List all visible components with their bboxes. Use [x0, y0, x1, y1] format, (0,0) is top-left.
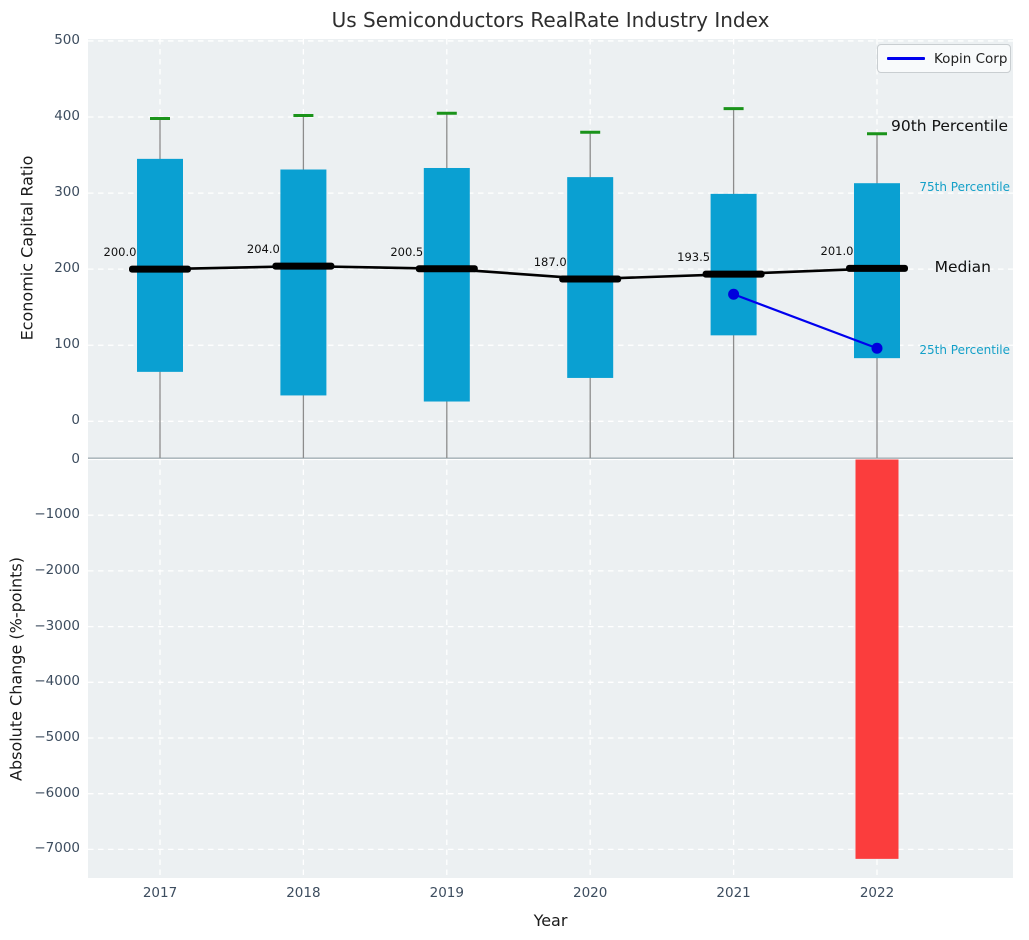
median-value-label-2018: 204.0	[246, 242, 280, 257]
xtick-2020: 2020	[573, 885, 608, 901]
ytick-bottom-−5000: −5000	[34, 729, 80, 745]
xtick-2021: 2021	[716, 885, 751, 901]
ytick-bottom-0: 0	[71, 450, 80, 467]
bar-2022	[855, 459, 899, 859]
median-marker-2017	[129, 265, 191, 273]
annotation-75th-percentile: 75th Percentile	[919, 179, 1010, 194]
kopin-point-2022	[871, 342, 883, 354]
ytick-top-100: 100	[54, 336, 80, 353]
median-value-label-2020: 187.0	[533, 255, 567, 270]
ytick-bottom-−6000: −6000	[34, 784, 80, 801]
ytick-bottom-−7000: −7000	[34, 840, 80, 857]
chart-title: Us Semiconductors RealRate Industry Inde…	[331, 8, 770, 32]
xtick-2018: 2018	[286, 885, 321, 901]
ytick-bottom-−3000: −3000	[34, 617, 80, 634]
median-line	[159, 264, 878, 281]
median-marker-2019	[415, 265, 478, 273]
ytick-top-300: 300	[54, 184, 80, 201]
top-y-axis-label: Economic Capital Ratio	[17, 155, 37, 341]
ytick-bottom-−1000: −1000	[34, 506, 80, 523]
legend-label: Kopin Corp	[934, 50, 1008, 67]
annotation-25th-percentile: 25th Percentile	[919, 343, 1010, 358]
ytick-bottom-−4000: −4000	[34, 673, 80, 690]
ytick-bottom-−2000: −2000	[34, 561, 80, 578]
box-2018	[280, 169, 327, 396]
median-marker-2022	[846, 264, 908, 272]
ytick-top-500: 500	[54, 31, 80, 48]
kopin-line	[733, 293, 878, 350]
box-2019	[423, 167, 470, 402]
box-2021	[710, 193, 757, 336]
legend-line-sample	[887, 57, 925, 60]
bottom-y-axis-label: Absolute Change (%-points)	[6, 557, 26, 781]
ytick-top-200: 200	[54, 260, 80, 277]
median-value-label-2022: 201.0	[820, 244, 854, 259]
xtick-2017: 2017	[142, 885, 178, 901]
xtick-2019: 2019	[429, 885, 464, 901]
xtick-2022: 2022	[859, 885, 895, 901]
median-value-label-2017: 200.0	[103, 245, 137, 260]
x-axis-label: Year	[533, 911, 568, 930]
median-marker-2020	[559, 275, 622, 283]
median-value-label-2019: 200.5	[390, 244, 424, 259]
median-marker-2021	[702, 270, 765, 278]
ytick-top-400: 400	[54, 108, 80, 125]
annotation-median: Median	[934, 257, 991, 276]
annotation-90th-percentile: 90th Percentile	[890, 116, 1008, 135]
median-value-label-2021: 193.5	[677, 250, 711, 265]
median-marker-2018	[272, 262, 335, 270]
legend: Kopin Corp	[877, 44, 1011, 73]
box-2017	[137, 158, 183, 372]
kopin-point-2021	[728, 288, 740, 300]
ytick-top-0: 0	[71, 412, 80, 429]
